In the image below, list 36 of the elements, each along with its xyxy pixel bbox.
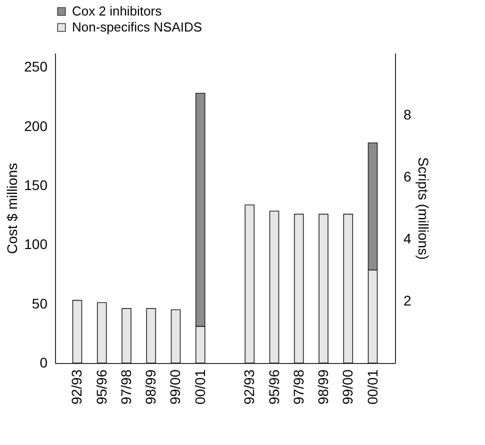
x-tick-label: 92/93 xyxy=(68,369,85,405)
x-tick-label: 95/96 xyxy=(93,369,110,405)
bar xyxy=(122,308,132,364)
x-tick-label: 97/98 xyxy=(290,369,306,405)
x-tick-label: 98/99 xyxy=(315,369,332,405)
x-tick-label: 98/99 xyxy=(142,369,159,405)
x-tick-label: 99/00 xyxy=(340,369,356,405)
x-tick-label: 00/01 xyxy=(192,369,208,405)
bar xyxy=(96,302,107,364)
bar xyxy=(244,204,255,364)
x-tick-label: 99/00 xyxy=(167,369,184,405)
bar xyxy=(294,214,304,364)
y2-tick-label: 8 xyxy=(404,106,412,122)
x-tick-label: 00/01 xyxy=(364,369,380,405)
y-tick-label: 250 xyxy=(24,58,48,75)
x-tick-label: 97/98 xyxy=(118,369,134,405)
y-tick-label: 150 xyxy=(24,177,48,194)
y2-tick-label: 6 xyxy=(404,168,412,184)
x-tick-label: 92/93 xyxy=(241,369,258,405)
bar xyxy=(170,309,181,364)
bar xyxy=(269,210,280,364)
bar xyxy=(72,300,82,364)
y-tick-label: 0 xyxy=(40,354,48,370)
legend-label: Non-specifics NSAIDS xyxy=(72,20,202,34)
y-tick-label: 50 xyxy=(32,295,48,312)
y2-tick-label: 2 xyxy=(404,292,412,308)
y-tick-label: 200 xyxy=(24,118,48,134)
bar xyxy=(343,214,354,364)
bar xyxy=(146,308,156,364)
y-axis-title: Cost $ millions xyxy=(4,162,20,254)
bar xyxy=(318,214,328,364)
y-tick-label: 100 xyxy=(24,236,48,252)
x-tick-label: 95/96 xyxy=(266,369,282,405)
legend-label: Cox 2 inhibitors xyxy=(72,4,162,18)
y2-tick-label: 4 xyxy=(404,230,412,246)
y2-axis-title: Scripts (millions) xyxy=(415,157,432,260)
